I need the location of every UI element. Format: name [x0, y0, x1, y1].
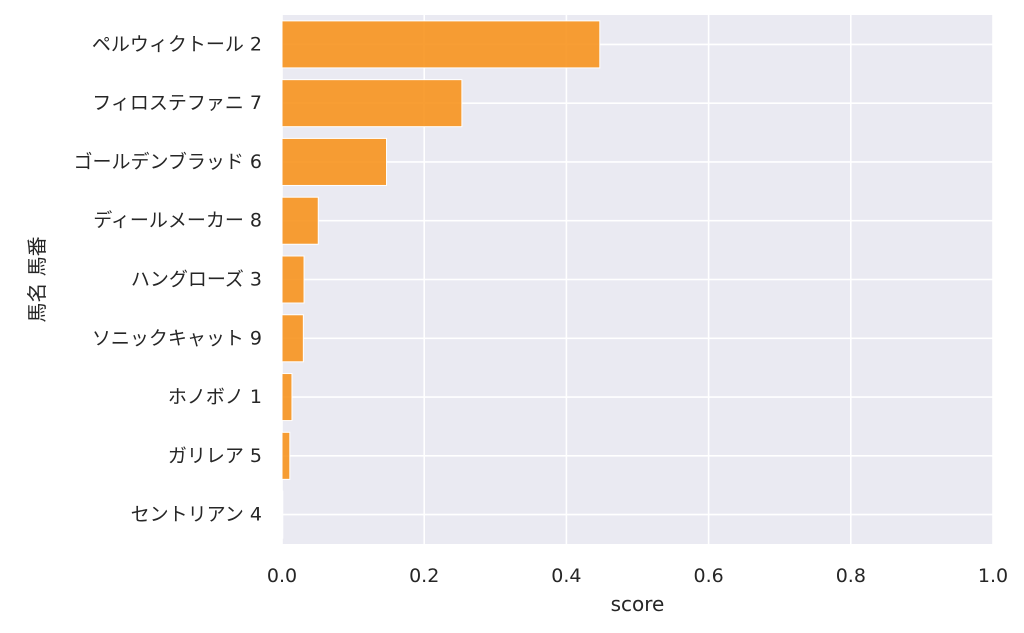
y-tick-label: ソニックキャット 9	[92, 327, 262, 349]
bar	[281, 20, 601, 69]
x-tick-label: 0.0	[267, 565, 297, 587]
bar	[281, 137, 388, 186]
y-tick-labels: ペルウィクトール 2 フィロステファニ 7 ゴールデンブラッド 6 ディールメーカー …	[73, 33, 262, 525]
bar	[281, 79, 463, 128]
y-tick-label: ペルウィクトール 2	[92, 33, 262, 55]
bar	[281, 373, 293, 422]
bars	[281, 20, 601, 539]
y-tick-label: ディールメーカー 8	[93, 210, 262, 232]
x-axis-title: score	[611, 592, 665, 616]
x-tick-labels: 0.0 0.2 0.4 0.6 0.8 1.0	[267, 565, 1008, 587]
bar	[281, 255, 305, 304]
y-tick-label: ハングローズ 3	[131, 269, 262, 291]
x-tick-label: 1.0	[978, 565, 1008, 587]
bar	[281, 314, 304, 363]
x-tick-label: 0.6	[693, 565, 723, 587]
y-axis-title: 馬名 馬番	[25, 236, 49, 322]
x-tick-label: 0.2	[409, 565, 439, 587]
bar	[281, 490, 284, 539]
y-tick-label: セントリアン 4	[131, 504, 262, 526]
bar	[281, 431, 291, 480]
x-tick-label: 0.4	[551, 565, 581, 587]
y-tick-label: ガリレア 5	[168, 445, 262, 467]
y-tick-label: ホノボノ 1	[168, 386, 262, 408]
x-tick-label: 0.8	[836, 565, 866, 587]
bar	[281, 196, 319, 245]
y-tick-label: ゴールデンブラッド 6	[73, 150, 262, 173]
y-tick-label: フィロステファニ 7	[92, 92, 262, 114]
